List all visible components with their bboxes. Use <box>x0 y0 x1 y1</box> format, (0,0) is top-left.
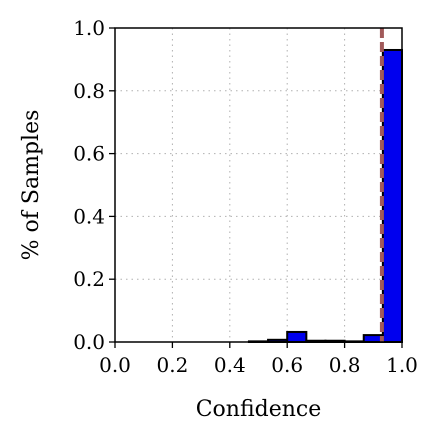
x-tick-label: 0.8 <box>329 353 361 377</box>
y-tick-label: 0.4 <box>73 204 105 228</box>
y-tick-label: 0.2 <box>73 267 105 291</box>
y-tick-label: 0.8 <box>73 79 105 103</box>
y-tick-label: 1.0 <box>73 16 105 40</box>
y-tick-label: 0.0 <box>73 330 105 354</box>
x-tick-label: 1.0 <box>386 353 418 377</box>
histogram-bar <box>286 330 308 343</box>
x-axis-label: Confidence <box>196 397 322 422</box>
x-tick-label: 0.4 <box>214 353 246 377</box>
x-tick-label: 0.6 <box>271 353 303 377</box>
x-tick-label: 0.2 <box>156 353 188 377</box>
histogram-bars <box>247 48 403 344</box>
y-axis-ticks: 0.0 0.2 0.4 0.6 0.8 1.0 <box>73 16 115 354</box>
x-axis-ticks: 0.0 0.2 0.4 0.6 0.8 1.0 <box>99 342 418 377</box>
y-tick-label: 0.6 <box>73 142 105 166</box>
grid <box>115 28 402 342</box>
y-axis-label: % of Samples <box>19 110 44 261</box>
x-tick-label: 0.0 <box>99 353 131 377</box>
histogram-bar <box>381 48 403 343</box>
plot-frame <box>114 27 403 343</box>
